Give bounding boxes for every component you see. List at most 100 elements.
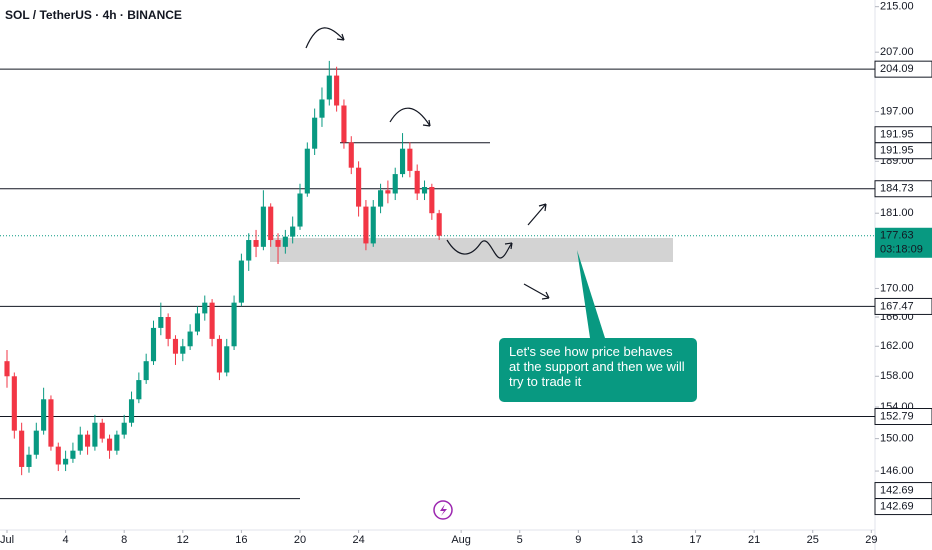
x-tick-label: 4	[63, 534, 69, 546]
candle-body	[224, 346, 230, 373]
x-tick-label: 24	[352, 534, 364, 546]
candle-body	[121, 422, 127, 435]
y-tick-label: 215.00	[880, 1, 914, 13]
candle-body	[363, 206, 369, 244]
candle-body	[85, 434, 91, 447]
candle-body	[55, 446, 61, 465]
support-zone	[270, 238, 673, 262]
countdown-label: 03:18:09	[880, 244, 923, 256]
candle-body	[326, 75, 332, 100]
annotation-callout: Let's see how price behaves at the suppo…	[499, 338, 697, 402]
candle-body	[187, 331, 193, 347]
last-price-label: 177.63	[880, 230, 914, 242]
y-tick-label: 207.00	[880, 46, 914, 58]
candle-body	[246, 240, 252, 261]
chart-title: SOL / TetherUS · 4h · BINANCE	[5, 8, 182, 22]
candle-body	[26, 454, 32, 467]
icon-circle	[433, 500, 453, 520]
squiggle	[446, 239, 513, 259]
candle-body	[414, 170, 420, 194]
level-label-box	[874, 408, 932, 426]
level-label: 142.69	[880, 484, 914, 496]
up-arrow	[527, 203, 547, 226]
candle-body	[33, 430, 39, 455]
level-label-box	[874, 498, 932, 516]
x-tick-label: 21	[748, 534, 760, 546]
arrow-head	[422, 119, 431, 127]
level-label-box	[874, 142, 932, 160]
x-tick-label: 25	[807, 534, 819, 546]
candle-body	[253, 240, 259, 247]
candle-body	[216, 338, 222, 373]
x-tick-label: 16	[235, 534, 247, 546]
candle-body	[128, 399, 135, 423]
x-tick-label: 8	[121, 534, 127, 546]
curve-arrow	[389, 107, 431, 127]
candle-body	[158, 317, 164, 328]
candle-body	[312, 117, 318, 149]
lightning-icon	[433, 500, 453, 520]
candle-body	[165, 317, 171, 339]
candle-body	[348, 142, 354, 168]
candle-body	[304, 148, 310, 194]
arrow-head	[336, 33, 345, 41]
candle-body	[385, 190, 391, 194]
axis-labels: 204.09 191.95 191.95 184.73 167.47 152.79 142.…	[874, 60, 932, 516]
candle-body	[356, 167, 362, 207]
candle-body	[260, 206, 266, 247]
level-label-box	[874, 180, 932, 198]
candle-body	[370, 206, 376, 244]
candle-body	[392, 174, 398, 194]
level-label: 204.09	[880, 63, 914, 75]
level-label: 191.95	[880, 145, 914, 157]
icon-bolt	[440, 504, 447, 516]
level-label: 167.47	[880, 300, 914, 312]
x-tick-label: 17	[689, 534, 701, 546]
candle-body	[297, 193, 303, 227]
x-tick-label: 20	[294, 534, 306, 546]
y-tick-label: 162.00	[880, 340, 914, 352]
candle-body	[4, 361, 10, 377]
x-tick-label: 9	[575, 534, 581, 546]
callout-pointer	[577, 250, 605, 338]
x-tick-label: 13	[631, 534, 643, 546]
candle-body	[136, 380, 142, 400]
candle-body	[70, 450, 76, 459]
candle-body	[92, 422, 98, 447]
candle-body	[436, 213, 442, 236]
candle-body	[172, 338, 179, 354]
candle-body	[63, 458, 69, 465]
x-tick-label: Aug	[451, 534, 471, 546]
candle-body	[268, 206, 274, 241]
y-tick-label: 146.00	[880, 465, 914, 477]
level-label: 142.69	[880, 500, 914, 512]
y-tick-label: 170.00	[880, 282, 914, 294]
y-tick-label: 197.00	[880, 105, 914, 117]
candle-body	[48, 399, 54, 447]
down-arrow	[523, 283, 550, 300]
level-label: 191.95	[880, 129, 914, 141]
x-tick-label: 29	[865, 534, 877, 546]
candle-body	[99, 422, 105, 439]
last-price-box	[875, 227, 932, 258]
curve-arrow	[305, 27, 345, 49]
x-tick-label: 5	[517, 534, 523, 546]
level-label: 184.73	[880, 183, 914, 195]
candle-body	[429, 186, 435, 214]
candle-body	[407, 148, 413, 171]
candle-body	[114, 434, 120, 451]
candle-body	[11, 376, 17, 431]
y-tick-label: 181.00	[880, 207, 914, 219]
candle-body	[319, 99, 325, 118]
candle-body	[180, 346, 186, 354]
candle-body	[334, 75, 340, 106]
candle-body	[231, 302, 237, 347]
candle-body	[282, 236, 288, 247]
candle-body	[275, 240, 281, 247]
level-label-box	[874, 60, 932, 78]
candle-body	[209, 302, 215, 339]
candle-body	[143, 361, 149, 381]
